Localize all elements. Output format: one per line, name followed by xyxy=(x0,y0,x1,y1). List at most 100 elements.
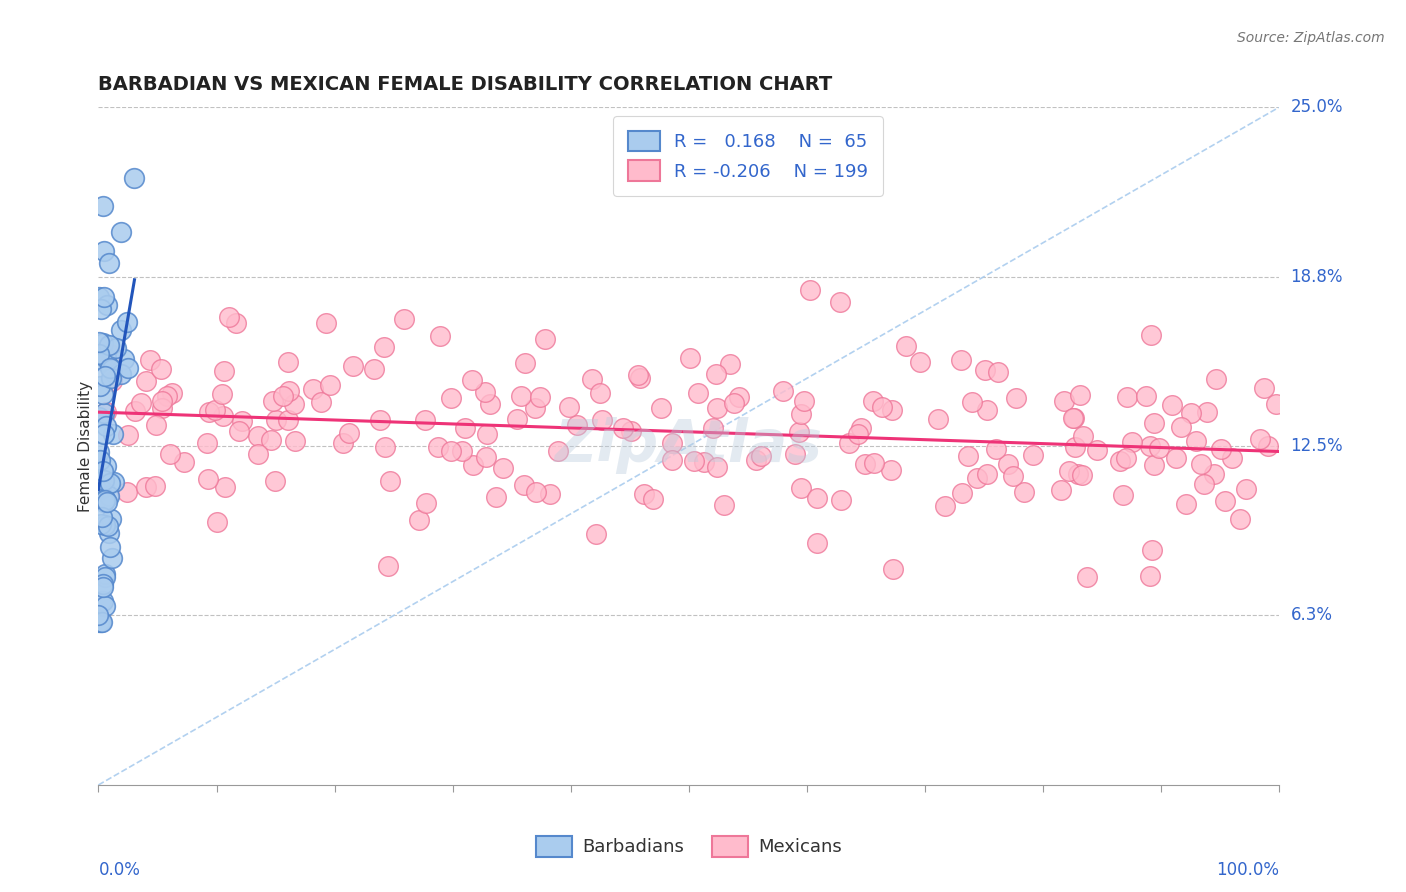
Point xyxy=(377,558,399,573)
Point xyxy=(1143,416,1166,430)
Text: 100.0%: 100.0% xyxy=(1216,861,1279,879)
Point xyxy=(1265,397,1288,411)
Point xyxy=(976,467,998,482)
Point xyxy=(89,445,111,459)
Point xyxy=(93,473,115,487)
Point xyxy=(89,453,111,467)
Point xyxy=(1062,410,1084,425)
Point xyxy=(205,515,228,529)
Point xyxy=(378,474,401,488)
Point xyxy=(1076,570,1098,584)
Point xyxy=(976,403,998,417)
Point xyxy=(115,315,138,329)
Point xyxy=(934,499,956,513)
Point xyxy=(98,540,121,554)
Point xyxy=(159,447,181,461)
Point xyxy=(87,615,110,630)
Point xyxy=(94,491,117,506)
Point xyxy=(1063,411,1085,425)
Point xyxy=(100,371,122,385)
Point xyxy=(1257,439,1279,453)
Point xyxy=(830,492,852,507)
Text: 18.8%: 18.8% xyxy=(1291,268,1343,285)
Point xyxy=(94,351,117,365)
Point xyxy=(838,436,860,450)
Point xyxy=(98,526,121,541)
Point xyxy=(478,397,501,411)
Point xyxy=(211,387,233,401)
Point xyxy=(98,256,121,270)
Point xyxy=(515,356,537,370)
Point xyxy=(427,440,450,454)
Point xyxy=(91,199,114,213)
Point xyxy=(1139,439,1161,453)
Point xyxy=(718,358,741,372)
Point xyxy=(204,403,226,417)
Point xyxy=(264,475,287,489)
Point xyxy=(149,362,172,376)
Point xyxy=(506,412,529,426)
Point xyxy=(641,492,664,507)
Point xyxy=(415,496,437,510)
Point xyxy=(173,455,195,469)
Point xyxy=(93,290,115,304)
Point xyxy=(461,373,484,387)
Point xyxy=(145,418,167,433)
Point xyxy=(135,480,157,494)
Point xyxy=(94,368,117,383)
Point xyxy=(110,367,132,381)
Point xyxy=(97,518,120,533)
Point xyxy=(927,412,949,426)
Point xyxy=(264,413,287,427)
Point xyxy=(783,447,806,461)
Point xyxy=(197,472,219,486)
Point xyxy=(661,436,683,450)
Point xyxy=(98,347,121,361)
Point xyxy=(612,421,634,435)
Point xyxy=(94,458,117,473)
Point xyxy=(558,400,581,414)
Point xyxy=(628,371,651,385)
Text: BARBADIAN VS MEXICAN FEMALE DISABILITY CORRELATION CHART: BARBADIAN VS MEXICAN FEMALE DISABILITY C… xyxy=(98,75,832,95)
Point xyxy=(413,413,436,427)
Point xyxy=(337,426,360,441)
Point xyxy=(1140,328,1163,343)
Point xyxy=(368,413,391,427)
Point xyxy=(1001,469,1024,483)
Point xyxy=(1197,405,1219,419)
Point xyxy=(1121,434,1143,449)
Point xyxy=(1180,406,1202,420)
Point xyxy=(745,453,768,467)
Point xyxy=(439,391,461,405)
Point xyxy=(679,351,702,365)
Point xyxy=(212,409,235,424)
Point xyxy=(1069,387,1091,401)
Point xyxy=(475,426,498,441)
Point xyxy=(97,489,120,503)
Point xyxy=(309,394,332,409)
Point xyxy=(124,404,146,418)
Point xyxy=(218,310,240,324)
Point xyxy=(89,347,111,361)
Point xyxy=(87,409,110,424)
Point xyxy=(93,599,115,614)
Point xyxy=(591,412,613,426)
Point xyxy=(429,329,451,343)
Point xyxy=(510,389,533,403)
Point xyxy=(1073,428,1095,442)
Point xyxy=(262,393,284,408)
Point xyxy=(882,562,904,576)
Point xyxy=(706,401,728,416)
Point xyxy=(454,421,477,435)
Point xyxy=(374,440,396,454)
Point xyxy=(908,355,931,369)
Point xyxy=(960,395,983,409)
Point xyxy=(1108,454,1130,468)
Point xyxy=(683,454,706,468)
Point xyxy=(101,427,124,442)
Point xyxy=(124,171,146,186)
Point xyxy=(713,498,735,512)
Point xyxy=(966,471,988,485)
Point xyxy=(1164,450,1187,465)
Point xyxy=(723,396,745,410)
